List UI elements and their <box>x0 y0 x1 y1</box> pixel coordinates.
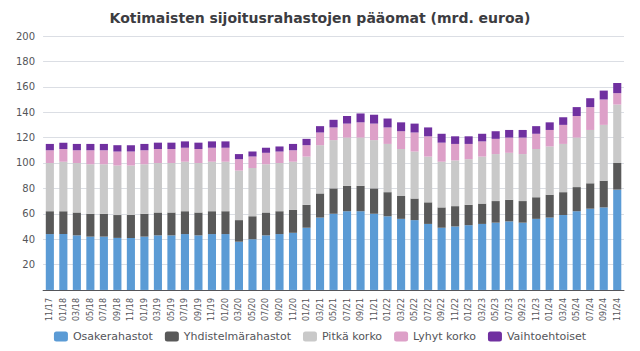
svg-text:05/23: 05/23 <box>491 298 500 321</box>
svg-text:120: 120 <box>16 132 35 143</box>
svg-text:09/23: 09/23 <box>518 298 527 321</box>
svg-text:01/19: 01/19 <box>140 298 149 321</box>
svg-text:03/19: 03/19 <box>153 298 162 321</box>
svg-text:Osakerahastot: Osakerahastot <box>73 330 154 343</box>
svg-text:01/22: 01/22 <box>383 298 392 321</box>
svg-text:03/20: 03/20 <box>234 298 243 321</box>
svg-text:40: 40 <box>22 234 35 245</box>
svg-text:Vaihtoehtoiset: Vaihtoehtoiset <box>507 330 587 343</box>
svg-text:Kotimaisten sijoitusrahastojen: Kotimaisten sijoitusrahastojen pääomat (… <box>110 10 531 26</box>
svg-text:07/22: 07/22 <box>424 298 433 321</box>
svg-text:07/18: 07/18 <box>99 298 108 321</box>
svg-text:03/24: 03/24 <box>559 298 568 321</box>
svg-text:11/21: 11/21 <box>370 298 379 321</box>
svg-text:20: 20 <box>22 259 35 270</box>
svg-text:Lyhyt korko: Lyhyt korko <box>413 330 476 343</box>
svg-text:09/20: 09/20 <box>275 298 284 321</box>
svg-text:80: 80 <box>22 183 35 194</box>
svg-text:Yhdistelmärahastot: Yhdistelmärahastot <box>183 330 292 343</box>
svg-text:01/18: 01/18 <box>59 298 68 321</box>
svg-text:11/17: 11/17 <box>45 298 54 321</box>
svg-text:11/24: 11/24 <box>613 298 622 321</box>
svg-text:05/18: 05/18 <box>86 298 95 321</box>
svg-text:180: 180 <box>16 56 35 67</box>
svg-text:03/22: 03/22 <box>397 298 406 321</box>
svg-text:09/21: 09/21 <box>356 298 365 321</box>
svg-text:01/23: 01/23 <box>464 298 473 321</box>
svg-text:100: 100 <box>16 157 35 168</box>
svg-text:05/20: 05/20 <box>248 298 257 321</box>
svg-text:11/18: 11/18 <box>126 298 135 321</box>
svg-text:07/24: 07/24 <box>586 298 595 321</box>
svg-text:03/18: 03/18 <box>72 298 81 321</box>
svg-text:140: 140 <box>16 107 35 118</box>
svg-text:11/19: 11/19 <box>207 298 216 321</box>
svg-text:07/21: 07/21 <box>343 298 352 321</box>
svg-text:05/19: 05/19 <box>167 298 176 321</box>
svg-text:60: 60 <box>22 208 35 219</box>
svg-text:160: 160 <box>16 81 35 92</box>
svg-text:09/24: 09/24 <box>599 298 608 321</box>
svg-text:01/20: 01/20 <box>221 298 230 321</box>
svg-text:05/22: 05/22 <box>410 298 419 321</box>
svg-text:01/24: 01/24 <box>545 298 554 321</box>
svg-text:11/23: 11/23 <box>532 298 541 321</box>
svg-text:11/22: 11/22 <box>451 298 460 321</box>
svg-text:05/21: 05/21 <box>329 298 338 321</box>
svg-text:07/20: 07/20 <box>261 298 270 321</box>
svg-text:05/24: 05/24 <box>572 298 581 321</box>
svg-text:07/23: 07/23 <box>505 298 514 321</box>
svg-text:03/23: 03/23 <box>478 298 487 321</box>
svg-text:03/21: 03/21 <box>316 298 325 321</box>
svg-text:200: 200 <box>16 31 35 42</box>
svg-text:09/18: 09/18 <box>113 298 122 321</box>
svg-text:09/22: 09/22 <box>437 298 446 321</box>
svg-text:07/19: 07/19 <box>180 298 189 321</box>
svg-text:01/21: 01/21 <box>302 298 311 321</box>
svg-text:Pitkä korko: Pitkä korko <box>322 330 382 343</box>
svg-text:09/19: 09/19 <box>194 298 203 321</box>
svg-text:11/20: 11/20 <box>289 298 298 321</box>
